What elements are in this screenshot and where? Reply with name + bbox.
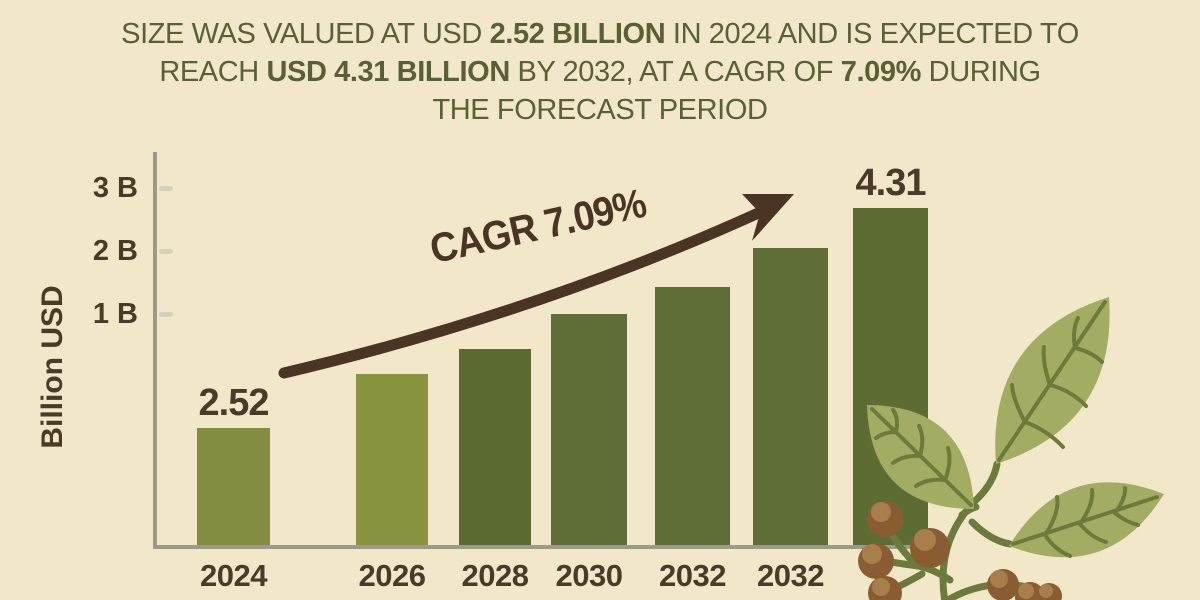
y-tick-label-1b: 1 B bbox=[92, 298, 138, 330]
leaf-icon-upper bbox=[995, 297, 1110, 464]
x-axis-line bbox=[153, 545, 950, 549]
leaf-icon-right bbox=[1009, 482, 1164, 558]
headline-line1-post: IN 2024 AND IS EXPECTED TO bbox=[665, 18, 1079, 50]
headline-line-3: THE FORECAST PERIOD bbox=[432, 94, 768, 126]
x-tick-label: 2026 bbox=[358, 558, 426, 593]
y-tick-label-3b: 3 B bbox=[92, 172, 138, 204]
headline-line2-bold2: 7.09% bbox=[840, 56, 922, 88]
bar-2026 bbox=[356, 374, 428, 545]
cagr-annotation: CAGR 7.09% bbox=[425, 179, 650, 273]
headline-line-2: REACH USD 4.31 BILLION BY 2032, AT A CAG… bbox=[40, 53, 1160, 91]
headline-line2-bold1: USD 4.31 BILLION bbox=[266, 56, 510, 88]
headline-line-1: SIZE WAS VALUED AT USD 2.52 BILLION IN 2… bbox=[40, 15, 1160, 53]
x-tick-label: 2024 bbox=[200, 558, 267, 593]
headline-line2-mid: BY 2032, AT A CAGR OF bbox=[509, 56, 841, 88]
x-tick-label: 2032 bbox=[757, 558, 824, 593]
bar-2024 bbox=[197, 428, 270, 545]
x-tick-label: 2030 bbox=[555, 558, 623, 593]
bar-2032 bbox=[655, 287, 730, 545]
y-tick-mark-2b bbox=[159, 249, 173, 254]
x-tick-label: 2028 bbox=[461, 558, 529, 593]
y-tick-mark-3b bbox=[159, 186, 173, 191]
headline-line2-post: DURING bbox=[921, 56, 1041, 88]
y-axis-line bbox=[153, 152, 157, 549]
bar-final bbox=[853, 208, 928, 545]
headline-line2-pre: REACH bbox=[159, 56, 267, 88]
bar-value-label: 2.52 bbox=[198, 382, 270, 424]
bar-2030 bbox=[551, 314, 627, 545]
headline: SIZE WAS VALUED AT USD 2.52 BILLION IN 2… bbox=[40, 15, 1160, 129]
y-axis-title: Billion USD bbox=[36, 285, 69, 449]
y-tick-label-2b: 2 B bbox=[92, 235, 138, 267]
x-tick-label: 2032 bbox=[659, 558, 726, 593]
y-tick-mark-1b bbox=[159, 312, 173, 317]
bar-2028 bbox=[459, 349, 531, 545]
headline-line1-bold: 2.52 BILLION bbox=[489, 18, 666, 50]
headline-line1-pre: SIZE WAS VALUED AT USD bbox=[121, 18, 490, 50]
bar-2032 bbox=[753, 248, 828, 545]
growth-arrow-head bbox=[742, 194, 794, 241]
bar-value-label: 4.31 bbox=[855, 162, 927, 204]
